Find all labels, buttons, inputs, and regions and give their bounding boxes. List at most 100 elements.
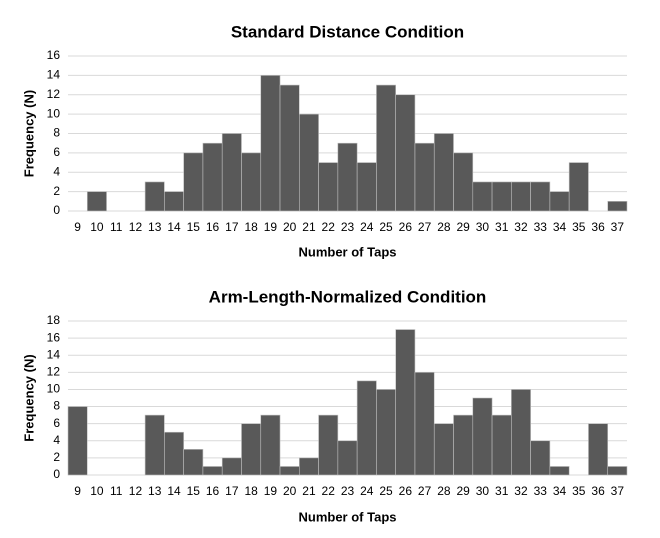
x-tick-label: 27 [418,220,432,234]
x-tick-label: 13 [148,484,162,498]
bar [183,152,204,212]
y-tick-label: 16 [47,48,61,62]
x-axis-title: Number of Taps [299,244,397,259]
y-tick-label: 16 [47,330,61,344]
x-tick-label: 14 [167,220,181,234]
x-tick-label: 23 [341,484,355,498]
bar [568,162,589,212]
bar [453,152,474,212]
bar [588,423,609,476]
bar [356,380,377,476]
x-tick-label: 24 [360,484,374,498]
bar [221,133,242,212]
x-tick-label: 15 [187,484,201,498]
x-tick-label: 31 [495,484,509,498]
bar [202,142,223,212]
bar [318,414,339,476]
bar [511,389,531,476]
bar [144,414,165,476]
bar [299,113,319,212]
x-tick-label: 36 [591,220,605,234]
bar [202,466,223,476]
y-tick-label: 6 [53,416,60,430]
x-tick-label: 32 [514,484,528,498]
bar [337,142,358,212]
x-tick-label: 28 [437,220,451,234]
bar [511,181,531,212]
x-tick-label: 18 [244,220,258,234]
bar [260,75,281,212]
y-tick-label: 18 [47,313,61,327]
bar [67,406,88,476]
bar [318,162,339,212]
bar [530,181,551,212]
x-tick-label: 9 [74,220,81,234]
bar [607,466,628,476]
x-tick-label: 25 [379,220,393,234]
x-tick-label: 19 [264,484,278,498]
y-axis-title: Frequency (N) [21,354,36,441]
x-tick-label: 35 [572,220,586,234]
x-tick-label: 22 [322,484,336,498]
x-tick-label: 26 [399,484,413,498]
x-tick-label: 25 [379,484,393,498]
x-tick-label: 18 [244,484,258,498]
y-tick-label: 10 [47,106,61,120]
bar [549,466,570,476]
bar [376,84,396,212]
bar [491,414,512,476]
x-tick-label: 11 [110,484,123,498]
y-tick-label: 2 [53,450,60,464]
x-tick-label: 9 [74,484,81,498]
x-tick-label: 29 [456,484,470,498]
y-tick-label: 14 [47,347,61,361]
bar [260,414,281,476]
x-tick-label: 21 [302,220,316,234]
bar [491,181,512,212]
y-tick-label: 14 [47,68,61,82]
bar [607,201,628,212]
bar [164,191,184,212]
x-tick-label: 26 [399,220,413,234]
bar [241,152,262,212]
bar [472,181,493,212]
x-tick-label: 34 [553,484,567,498]
x-tick-label: 20 [283,484,297,498]
x-tick-label: 30 [476,220,490,234]
x-tick-label: 16 [206,484,220,498]
x-tick-label: 20 [283,220,297,234]
y-tick-label: 4 [53,164,60,178]
x-tick-label: 23 [341,220,355,234]
y-tick-label: 8 [53,126,60,140]
x-tick-label: 24 [360,220,374,234]
x-tick-label: 16 [206,220,220,234]
bar [453,414,474,476]
x-tick-label: 30 [476,484,490,498]
bar [86,191,107,212]
bar [144,181,165,212]
x-tick-label: 10 [90,220,104,234]
bar [530,440,551,476]
bar [299,457,319,476]
x-tick-label: 19 [264,220,278,234]
x-tick-label: 27 [418,484,432,498]
x-tick-label: 28 [437,484,451,498]
y-tick-label: 6 [53,145,60,159]
bar [164,431,184,476]
bar [472,397,493,476]
x-tick-label: 21 [302,484,316,498]
chart-title: Arm-Length-Normalized Condition [209,287,487,306]
x-tick-label: 37 [611,220,625,234]
y-tick-label: 0 [53,203,60,217]
bar [183,449,204,476]
bar [279,466,300,476]
bar [433,423,454,476]
bar [356,162,377,212]
x-tick-label: 13 [148,220,162,234]
y-tick-label: 2 [53,184,60,198]
bar [221,457,242,476]
bar [279,84,300,212]
x-tick-label: 34 [553,220,567,234]
x-tick-label: 29 [456,220,470,234]
x-tick-label: 37 [611,484,625,498]
